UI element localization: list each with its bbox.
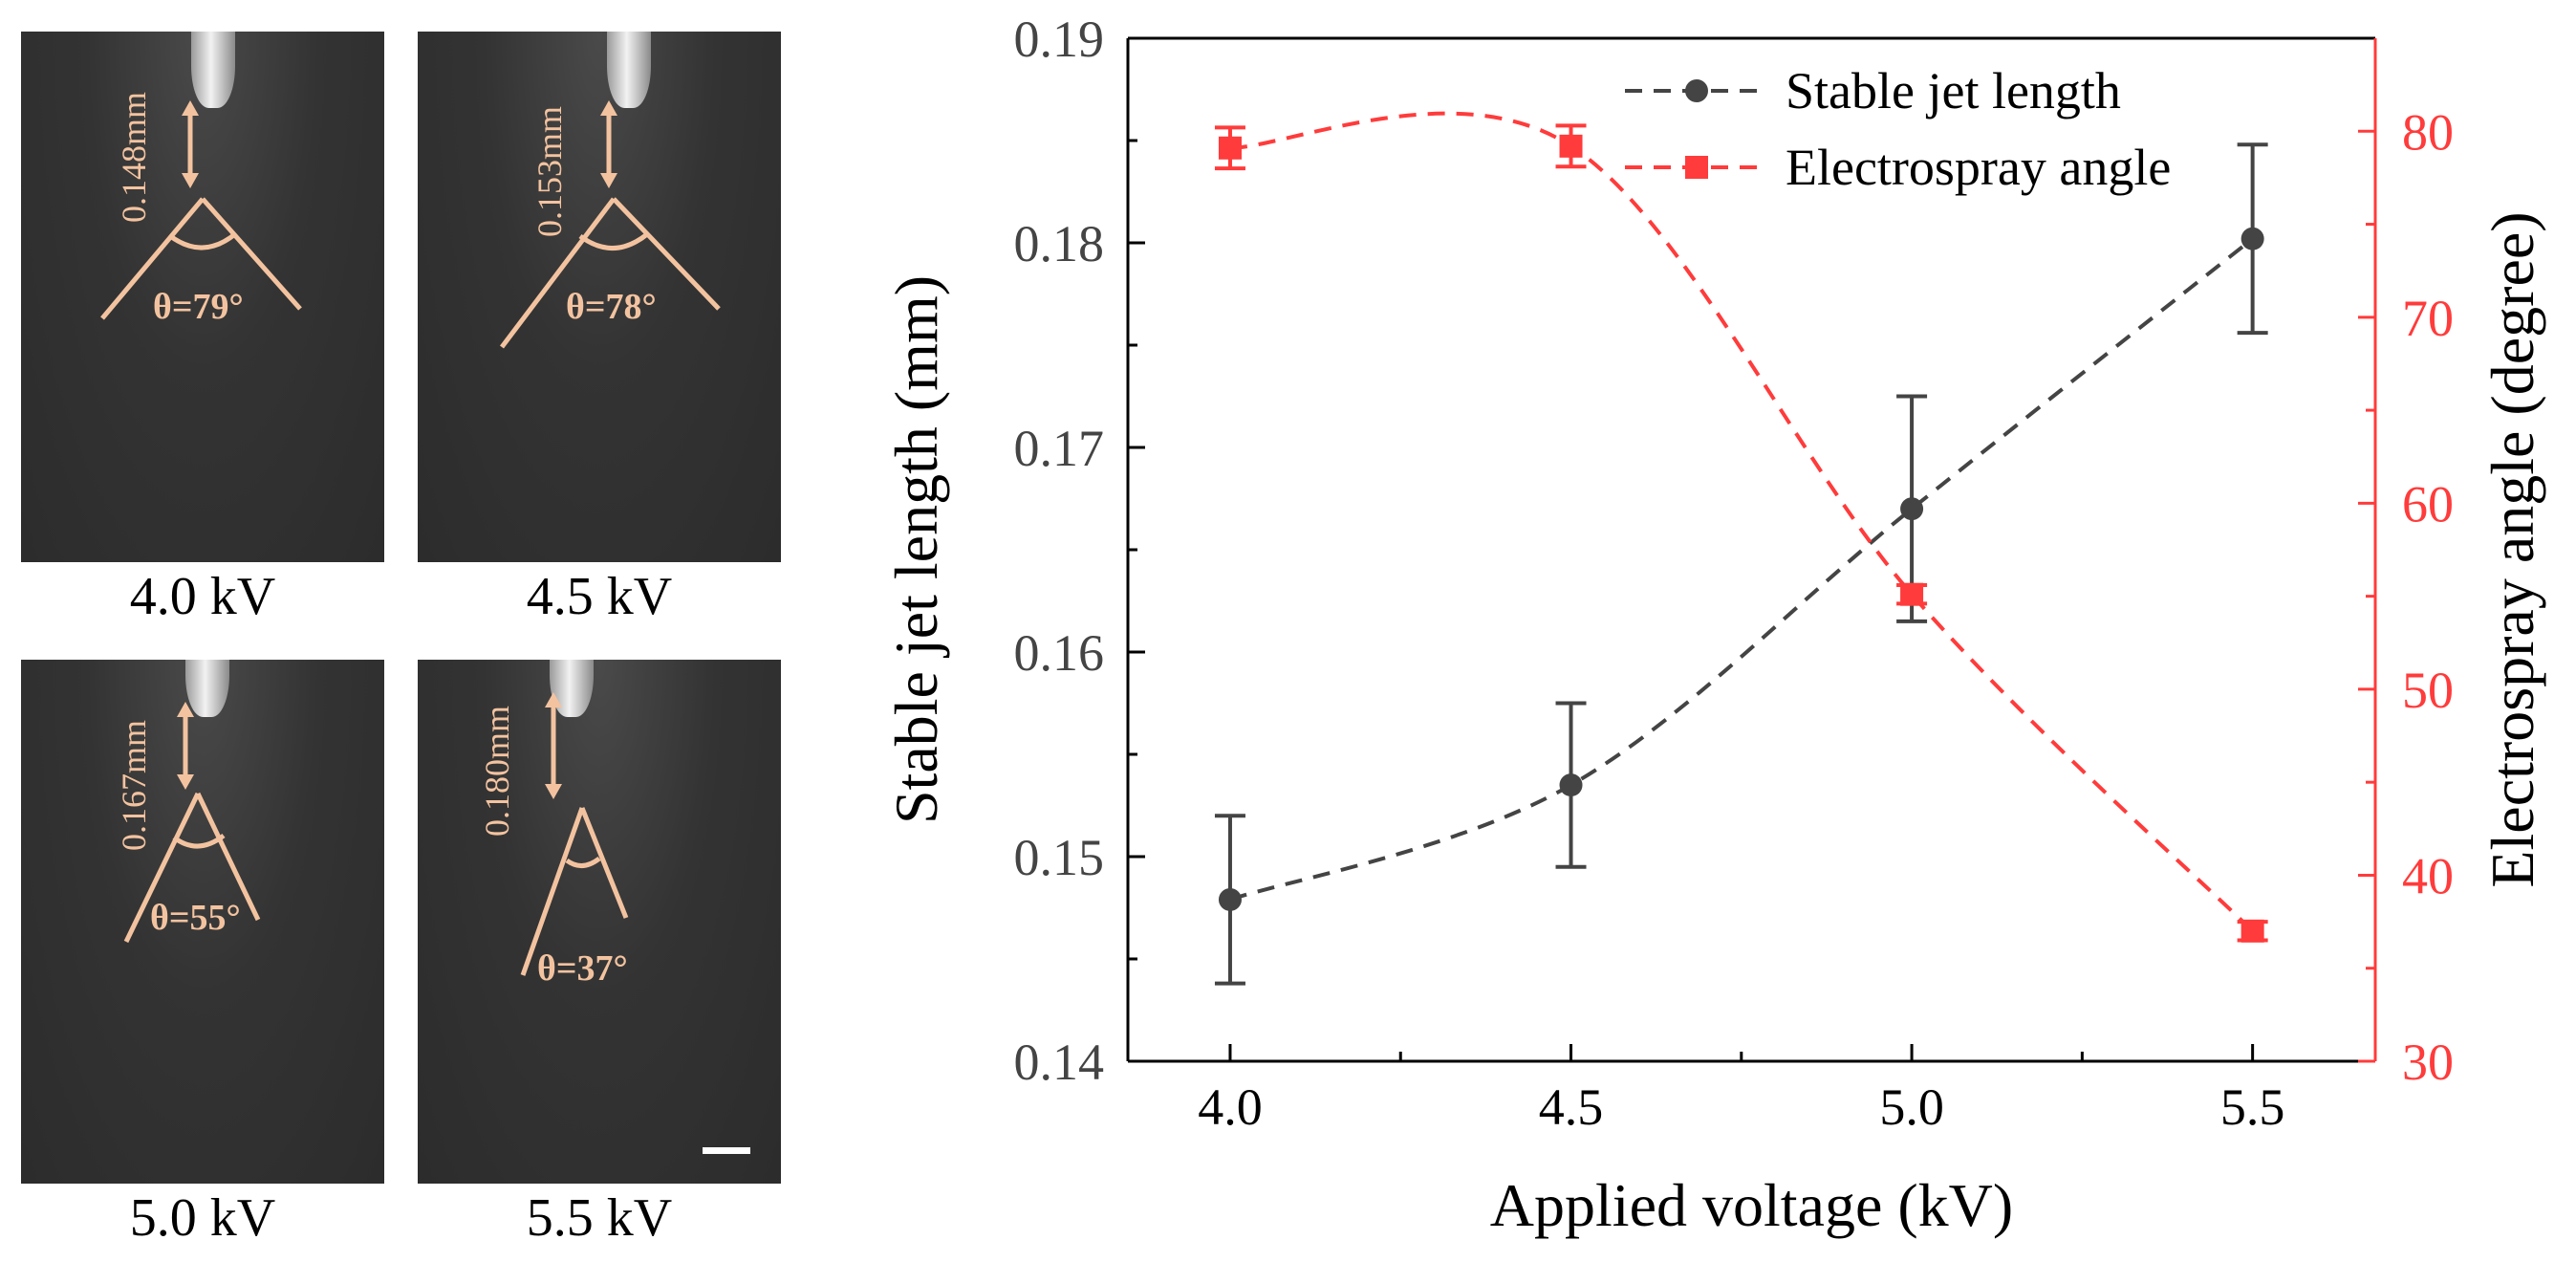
x-tick-label: 4.5 [1539,1078,1604,1136]
scale-bar [703,1147,750,1154]
y-tick-label: 0.19 [1014,11,1105,68]
background [418,660,781,1184]
panel-caption: 4.5 kV [526,567,673,626]
data-point [1900,497,1924,521]
annotation-overlay [520,692,629,976]
y2-axis-label: Electrospray angle (degree) [2479,211,2546,887]
annotation-overlay [123,702,261,944]
length-label: 0.153mm [530,106,569,237]
data-point [2240,919,2264,943]
length-label: 0.180mm [478,706,516,837]
nozzle [191,32,235,108]
y-tick-label: 0.14 [1014,1034,1105,1091]
y-tick-label: 0.16 [1014,624,1105,682]
image-panel-4-5kv: 0.153mm θ=78° [418,32,781,562]
background [21,32,384,562]
y2-tick-label: 30 [2402,1034,2454,1091]
series-line-1 [1229,237,2254,902]
background [418,32,781,562]
y-axis-label: Stable jet length (mm) [882,275,950,824]
annotation-overlay [500,100,721,349]
image-panel-5-5kv: 0.180mm θ=37° [418,660,781,1184]
data-point [1900,582,1924,606]
y2-tick-label: 50 [2402,662,2454,719]
panel-caption: 5.5 kV [526,1188,673,1248]
panel-caption: 4.0 kV [129,567,276,626]
data-point [1559,773,1583,797]
annotation-overlay [100,100,302,320]
y2-tick-label: 60 [2402,475,2454,533]
y-tick-label: 0.15 [1014,829,1105,886]
panel-caption: 5.0 kV [129,1188,276,1248]
y2-tick-label: 80 [2402,103,2454,161]
data-point [1218,887,1242,911]
x-tick-label: 5.0 [1879,1078,1944,1136]
background [21,660,384,1184]
series-line-2 [1229,111,2255,933]
data-point [1559,134,1583,158]
data-point [1218,136,1242,160]
angle-label: θ=55° [150,898,241,938]
y2-tick-label: 70 [2402,290,2454,347]
image-panel-4-0kv: 0.148mm θ=79° [21,32,384,562]
nozzle [607,32,651,108]
legend-marker [1685,156,1708,179]
nozzle [185,660,229,717]
image-panel-5-0kv: 0.167mm θ=55° [21,660,384,1184]
angle-label: θ=78° [566,287,657,327]
length-label: 0.167mm [115,720,153,851]
x-axis-label: Applied voltage (kV) [1490,1171,2013,1239]
y-tick-label: 0.18 [1014,215,1105,272]
angle-label: θ=37° [537,948,628,989]
y-tick-label: 0.17 [1014,420,1105,477]
x-tick-label: 5.5 [2220,1078,2285,1136]
x-tick-label: 4.0 [1198,1078,1263,1136]
legend-marker [1685,79,1708,102]
data-point [2240,227,2264,250]
legend-label: Electrospray angle [1786,139,2171,196]
y2-tick-label: 40 [2402,847,2454,904]
legend-label: Stable jet length [1786,62,2121,120]
